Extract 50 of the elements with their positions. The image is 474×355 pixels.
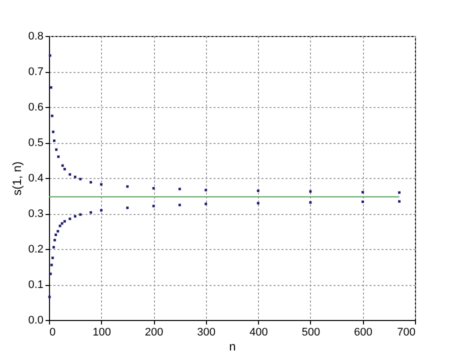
x-tick-label: 600 bbox=[354, 326, 372, 338]
point bbox=[398, 200, 401, 203]
point bbox=[63, 220, 66, 223]
point bbox=[74, 215, 76, 218]
x-axis-title: n bbox=[229, 340, 236, 354]
point bbox=[55, 148, 58, 151]
point bbox=[204, 188, 208, 192]
x-tick-label: 100 bbox=[92, 326, 111, 338]
point bbox=[79, 178, 82, 180]
point bbox=[152, 187, 155, 190]
y-tick-label: 0.7 bbox=[28, 66, 44, 78]
point bbox=[49, 272, 52, 276]
point bbox=[52, 130, 54, 134]
point bbox=[68, 218, 72, 220]
point bbox=[90, 211, 92, 214]
y-tick-label: 0.1 bbox=[28, 279, 44, 291]
y-tick-label: 0.4 bbox=[28, 172, 44, 184]
y-tick-label: 0.5 bbox=[28, 137, 44, 149]
y-tick-label: 0.3 bbox=[28, 208, 44, 220]
point bbox=[361, 190, 364, 194]
y-tick-label: 0.0 bbox=[28, 314, 44, 326]
point bbox=[57, 155, 60, 158]
point bbox=[126, 206, 129, 210]
point bbox=[398, 191, 401, 194]
point bbox=[100, 209, 103, 212]
point bbox=[79, 213, 82, 216]
point bbox=[51, 256, 54, 260]
point bbox=[256, 190, 260, 192]
y-axis-title: s(1, n) bbox=[10, 161, 24, 196]
y-tick-label: 0.6 bbox=[28, 102, 44, 114]
point bbox=[204, 202, 208, 206]
y-tick-label: 0.8 bbox=[28, 30, 44, 42]
point bbox=[68, 173, 72, 176]
point bbox=[152, 204, 155, 208]
x-tick-label: 0 bbox=[50, 326, 56, 338]
point bbox=[100, 183, 103, 186]
x-tick-label: 200 bbox=[144, 326, 164, 338]
point bbox=[54, 234, 58, 236]
point bbox=[60, 222, 64, 225]
x-tick-label: 300 bbox=[197, 326, 216, 338]
point bbox=[63, 168, 66, 170]
y-tick-label: 0.2 bbox=[28, 244, 44, 256]
x-tick-label: 700 bbox=[397, 326, 416, 338]
x-tick-label: 400 bbox=[249, 326, 268, 338]
point bbox=[361, 200, 364, 204]
x-tick-label: 500 bbox=[302, 326, 320, 338]
point bbox=[74, 176, 76, 178]
point bbox=[256, 202, 260, 204]
point bbox=[61, 164, 64, 167]
point bbox=[50, 114, 54, 118]
